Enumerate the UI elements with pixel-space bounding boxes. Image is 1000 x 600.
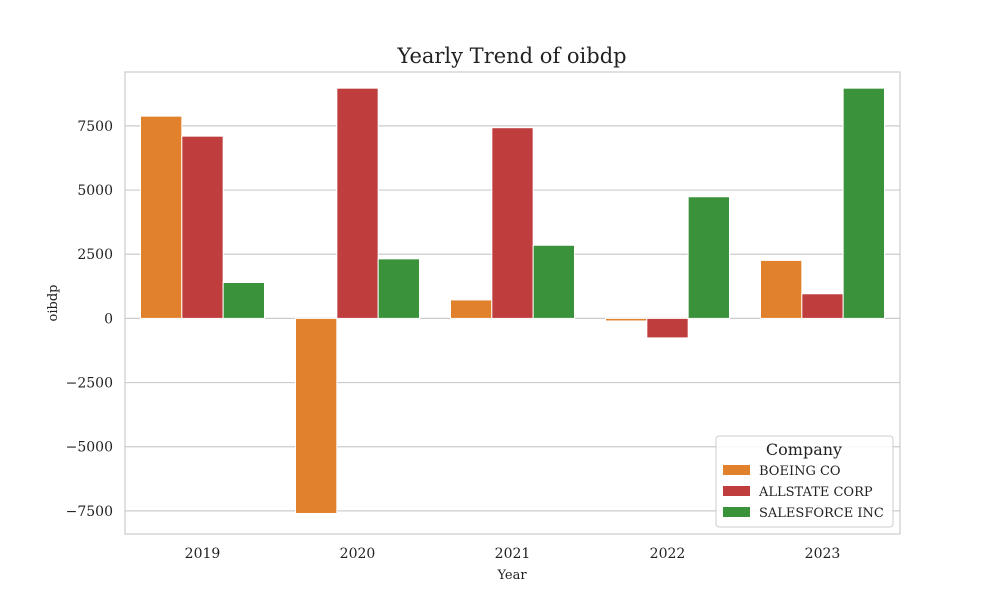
plot-frame xyxy=(124,71,901,535)
bar-boeing-co-2020 xyxy=(295,317,338,514)
legend-swatch xyxy=(723,486,750,496)
bar-allstate-corp-2019 xyxy=(181,135,224,319)
bar-boeing-co-2019 xyxy=(140,115,183,319)
x-tick-label: 2021 xyxy=(495,546,531,562)
legend-label: BOEING CO xyxy=(759,464,841,479)
bar-salesforce-inc-2022 xyxy=(687,196,731,319)
legend-swatch xyxy=(723,465,750,475)
legend-swatch xyxy=(723,507,750,517)
legend-box xyxy=(715,435,894,528)
bar-allstate-corp-2023 xyxy=(801,293,844,319)
bar-allstate-corp-2020 xyxy=(336,87,379,319)
x-axis-label: Year xyxy=(496,568,527,583)
legend-label: ALLSTATE CORP xyxy=(758,485,873,500)
y-tick-label: 7500 xyxy=(77,119,113,135)
y-tick-label: 2500 xyxy=(77,247,113,263)
bar-salesforce-inc-2020 xyxy=(377,258,420,319)
bars xyxy=(140,87,886,514)
bar-boeing-co-2023 xyxy=(760,259,803,319)
legend-label: SALESFORCE INC xyxy=(759,506,884,521)
x-tick-label: 2023 xyxy=(805,546,841,562)
x-tick-label: 2020 xyxy=(340,546,376,562)
bar-salesforce-inc-2019 xyxy=(222,281,266,319)
legend-items: BOEING CO ALLSTATE CORP SALESFORCE INC xyxy=(723,464,884,521)
y-tick-label: −7500 xyxy=(66,504,113,520)
y-tick-label: −2500 xyxy=(66,376,113,392)
x-tick-label: 2022 xyxy=(650,546,686,562)
y-tick-label: 0 xyxy=(104,311,113,327)
bar-allstate-corp-2021 xyxy=(491,127,534,319)
x-tick-labels: 2019 2020 2021 2022 2023 xyxy=(185,546,841,562)
legend: Company BOEING CO ALLSTATE CORP SALESFORCE… xyxy=(715,435,894,528)
y-tick-label: 5000 xyxy=(77,183,113,199)
legend-title: Company xyxy=(766,440,842,459)
bar-salesforce-inc-2021 xyxy=(532,244,576,319)
y-tick-labels: −7500 −5000 −2500 0 2500 5000 7500 xyxy=(66,119,113,520)
x-tick-label: 2019 xyxy=(185,546,221,562)
bar-salesforce-inc-2023 xyxy=(842,87,886,319)
y-axis-label: oibdp xyxy=(46,285,61,322)
bar-boeing-co-2022 xyxy=(605,317,648,322)
bar-boeing-co-2021 xyxy=(450,299,493,319)
chart-title: Yearly Trend of oibdp xyxy=(396,44,626,68)
y-tick-label: −5000 xyxy=(66,440,113,456)
bar-allstate-corp-2022 xyxy=(646,317,689,339)
